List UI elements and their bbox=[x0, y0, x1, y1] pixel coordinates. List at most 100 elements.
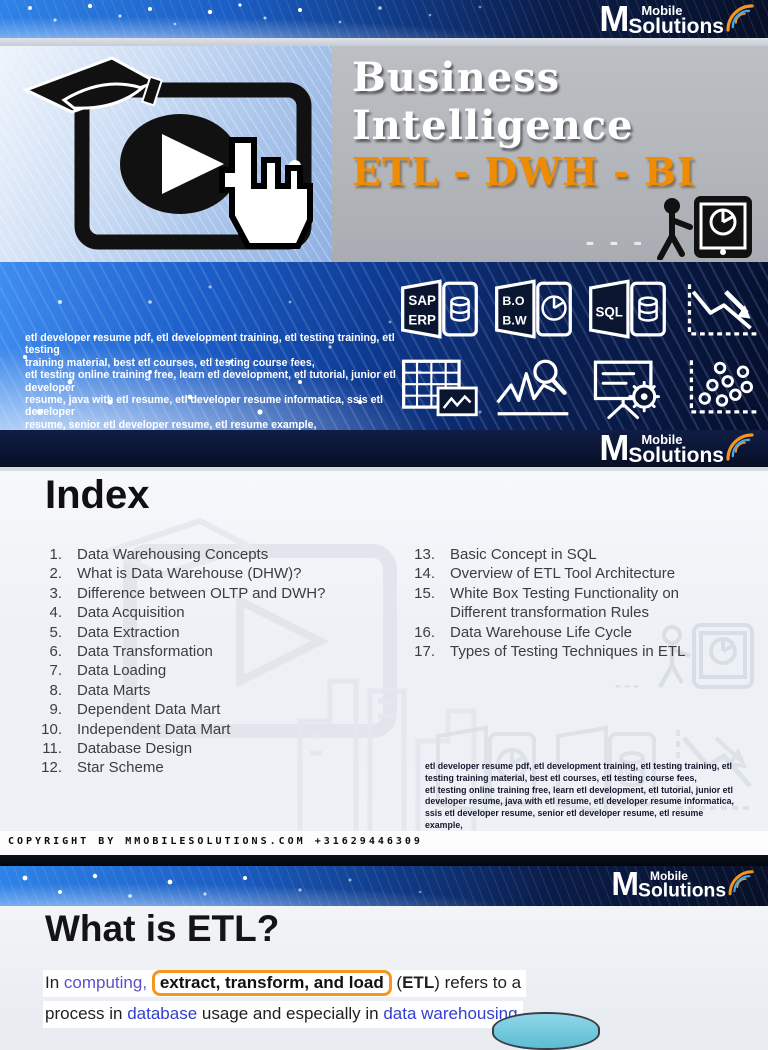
index-item: 3. Difference between OLTP and DWH? bbox=[20, 584, 370, 603]
item-text: Data Extraction bbox=[77, 623, 180, 641]
watermark-person-tablet bbox=[658, 623, 754, 689]
item-text: Database Design bbox=[77, 740, 193, 758]
highlighted-phrase: extract, transform, and load bbox=[151, 970, 392, 996]
item-number: 14. bbox=[414, 565, 435, 583]
top-banner: M Mobile Solutions bbox=[0, 0, 768, 38]
logo-solutions: Solutions bbox=[628, 15, 724, 38]
copyright-text: COPYRIGHT BY MMOBILESOLUTIONS.COM +31629… bbox=[8, 836, 423, 847]
svg-text:SAP: SAP bbox=[408, 293, 436, 308]
wifi-signal-icon bbox=[726, 433, 754, 461]
index-item: 11. Database Design bbox=[20, 739, 370, 758]
graduation-cap-icon bbox=[22, 56, 163, 114]
logo-m: M bbox=[599, 0, 629, 39]
item-number: 13. bbox=[414, 546, 435, 563]
slide-subtitle: ETL - DWH - BI bbox=[352, 149, 696, 194]
index-item: 5. Data Extraction bbox=[20, 623, 370, 642]
sap-erp-folder-icon: SAP ERP bbox=[401, 279, 478, 339]
index-item: 2. What is Data Warehouse (DHW)? bbox=[20, 564, 370, 583]
hand-cursor-icon bbox=[219, 137, 313, 249]
svg-text:SQL: SQL bbox=[624, 766, 651, 781]
item-number: 6. bbox=[49, 643, 62, 661]
spreadsheet-chart-icon bbox=[402, 359, 478, 417]
svg-text:SQL: SQL bbox=[595, 305, 622, 320]
index-slide: --- SQL Index 1. Data Warehousing Concep… bbox=[0, 471, 768, 855]
slide1-left-panel bbox=[0, 46, 332, 262]
text: In bbox=[45, 973, 64, 992]
slide-title: What is ETL? bbox=[45, 908, 280, 949]
logo-mobile: Mobile bbox=[641, 3, 683, 18]
keywords-body: etl developer resume pdf, etl developmen… bbox=[425, 761, 734, 842]
logo-mobile: Mobile bbox=[650, 869, 689, 883]
mobile-solutions-logo: M Mobile Solutions bbox=[599, 427, 754, 468]
slide3-header: M Mobile Solutions bbox=[0, 866, 768, 906]
watermark-folder-icons: SQL bbox=[436, 725, 754, 815]
database-cylinder-icon bbox=[492, 1012, 600, 1050]
index-item: 13. Basic Concept in SQL bbox=[393, 545, 733, 564]
database-link[interactable]: database bbox=[127, 1004, 198, 1023]
copyright-band: COPYRIGHT BY MMOBILESOLUTIONS.COM +31629… bbox=[0, 831, 768, 855]
item-text: Basic Concept in SQL bbox=[450, 546, 597, 563]
bo-bw-folder-icon: B.O B.W bbox=[495, 279, 572, 339]
declining-chart-icon bbox=[687, 284, 759, 336]
slide-1: Business Intelligence ETL - DWH - BI - -… bbox=[0, 46, 768, 262]
slide1-title-panel: Business Intelligence ETL - DWH - BI - -… bbox=[332, 46, 768, 262]
item-text: Data Acquisition bbox=[77, 604, 185, 622]
etl-abbrev: ETL bbox=[402, 973, 435, 992]
item-text: Types of Testing Techniques in ETL bbox=[450, 643, 686, 661]
ellipsis-dashes: - - - bbox=[585, 226, 646, 256]
watermark-dashes: --- bbox=[615, 675, 642, 695]
video-learning-icon bbox=[22, 56, 313, 250]
person-with-tablet-icon bbox=[657, 196, 752, 260]
wifi-signal-icon bbox=[728, 870, 754, 896]
item-number: 12. bbox=[41, 759, 62, 777]
etl-paragraph: In computing, extract, transform, and lo… bbox=[43, 970, 603, 1028]
index-item: 15. White Box Testing Functionality on D… bbox=[393, 584, 733, 623]
item-text: White Box Testing Functionality on Diffe… bbox=[450, 584, 680, 622]
text: process in bbox=[45, 1004, 128, 1023]
item-text: Difference between OLTP and DWH? bbox=[77, 584, 326, 602]
item-text: Data Transformation bbox=[77, 643, 213, 661]
fiber-section: etl developer resume pdf, etl developmen… bbox=[0, 262, 768, 443]
wifi-signal-icon bbox=[726, 4, 754, 32]
logo-m: M bbox=[599, 427, 629, 468]
item-text: Data Marts bbox=[77, 681, 151, 699]
item-number: 17. bbox=[414, 643, 435, 661]
mobile-solutions-logo: M Mobile Solutions bbox=[599, 0, 754, 39]
index-list-right: 13. Basic Concept in SQL 14. Overview of… bbox=[393, 545, 733, 661]
item-text: Data Warehouse Life Cycle bbox=[450, 623, 633, 641]
index-list-left: 1. Data Warehousing Concepts 2. What is … bbox=[20, 545, 370, 778]
logo-m: M bbox=[611, 864, 640, 903]
index-item: 17. Types of Testing Techniques in ETL bbox=[393, 642, 733, 661]
svg-text:B.O: B.O bbox=[502, 294, 524, 308]
watermark-play-tablet bbox=[102, 517, 397, 738]
data-warehousing-link[interactable]: data warehousing bbox=[383, 1004, 518, 1023]
slide-title-line2: Intelligence bbox=[352, 102, 634, 149]
item-number: 16. bbox=[414, 623, 435, 641]
item-number: 9. bbox=[49, 701, 62, 719]
item-number: 3. bbox=[49, 584, 62, 602]
index-item: 7. Data Loading bbox=[20, 661, 370, 680]
index-item: 10. Independent Data Mart bbox=[20, 720, 370, 739]
logo-bar: M Mobile Solutions bbox=[0, 430, 768, 467]
index-item: 12. Star Scheme bbox=[20, 758, 370, 777]
index-item: 9. Dependent Data Mart bbox=[20, 700, 370, 719]
text: ) refers to a bbox=[434, 973, 522, 992]
svg-text:B.W: B.W bbox=[502, 313, 526, 327]
item-number: 5. bbox=[49, 623, 62, 641]
item-text: What is Data Warehouse (DHW)? bbox=[77, 565, 302, 583]
computing-link[interactable]: computing, bbox=[63, 973, 148, 992]
etl-keywords-text: etl developer resume pdf, etl developmen… bbox=[25, 332, 405, 444]
item-number: 10. bbox=[41, 720, 62, 738]
item-number: 7. bbox=[49, 662, 62, 680]
item-text: Data Loading bbox=[77, 662, 167, 680]
scatter-plot-icon bbox=[689, 360, 759, 414]
text: ( bbox=[391, 973, 403, 992]
index-item: 1. Data Warehousing Concepts bbox=[20, 545, 370, 564]
index-item: 6. Data Transformation bbox=[20, 642, 370, 661]
presentation-gear-icon bbox=[593, 360, 660, 420]
item-text: Dependent Data Mart bbox=[77, 701, 221, 719]
item-number: 11. bbox=[42, 740, 62, 758]
sql-folder-icon: SQL bbox=[589, 279, 666, 339]
logo-mobile: Mobile bbox=[641, 432, 683, 447]
item-number: 2. bbox=[49, 565, 62, 583]
